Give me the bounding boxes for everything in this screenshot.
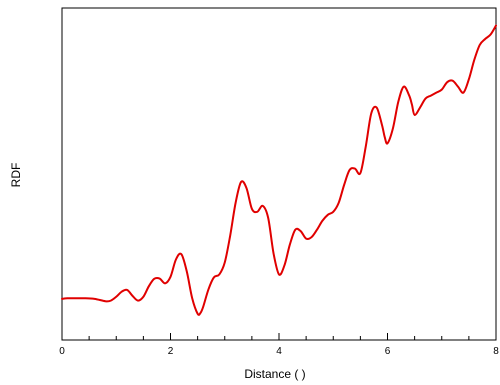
- x-tick-label: 0: [59, 346, 65, 357]
- y-axis-label: RDF: [9, 163, 23, 188]
- x-axis-label: Distance ( ): [244, 367, 305, 381]
- x-tick-label: 4: [276, 346, 282, 357]
- rdf-series-line: [61, 24, 497, 316]
- x-axis-ticks: 0 2 4 6 8: [59, 333, 499, 357]
- x-tick-label: 2: [168, 346, 174, 357]
- x-tick-label: 6: [385, 346, 391, 357]
- x-tick-label: 8: [493, 346, 499, 357]
